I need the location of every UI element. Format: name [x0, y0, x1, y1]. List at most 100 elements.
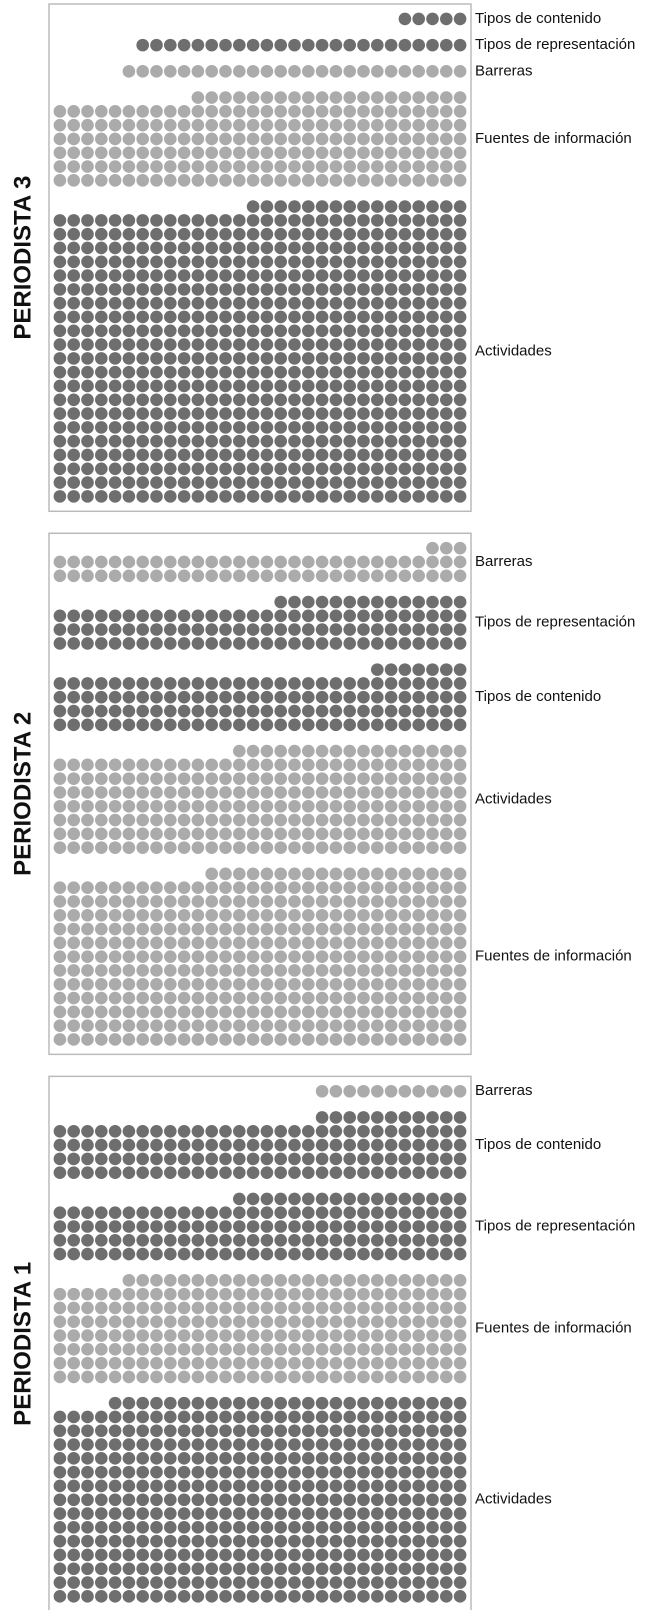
dot [398, 1220, 412, 1233]
dot [246, 977, 260, 991]
dot [315, 1521, 329, 1534]
dot [357, 160, 370, 173]
dot [426, 255, 439, 269]
dot [357, 758, 370, 772]
dot [371, 214, 384, 227]
dot [191, 609, 205, 623]
dot [95, 1247, 108, 1261]
dot [122, 421, 136, 434]
dot [67, 310, 80, 324]
dot [274, 1301, 288, 1315]
dot [302, 623, 315, 636]
dot [219, 1562, 232, 1576]
dot [288, 569, 301, 583]
dot [164, 105, 177, 118]
dot [81, 160, 94, 173]
dot [177, 950, 191, 963]
dot [398, 462, 412, 476]
dot [398, 1234, 412, 1247]
dot [219, 908, 232, 922]
dot [164, 1287, 177, 1301]
dot [108, 174, 122, 187]
dot [288, 1590, 301, 1603]
dot [343, 1301, 357, 1315]
dot [246, 324, 260, 338]
dot [164, 786, 177, 799]
dot [219, 324, 232, 338]
dot [191, 1019, 205, 1032]
dot [219, 1124, 232, 1138]
dot [108, 1438, 122, 1451]
dot [315, 991, 329, 1005]
dot [398, 1493, 412, 1507]
dot [412, 690, 426, 704]
dot [177, 1166, 191, 1179]
dot [329, 118, 343, 132]
dot [274, 1220, 288, 1233]
dot [274, 936, 288, 950]
dot [219, 1465, 232, 1479]
dot [440, 160, 453, 173]
dot [329, 1220, 343, 1233]
dot [398, 132, 412, 146]
dot [412, 91, 426, 104]
dot [302, 200, 315, 213]
dot [440, 1576, 453, 1589]
dot [371, 623, 384, 636]
dot [302, 1033, 315, 1046]
dot [122, 241, 136, 255]
dot [219, 1329, 232, 1342]
dot [246, 895, 260, 908]
dot [81, 1315, 94, 1329]
dot [219, 950, 232, 963]
dot [191, 758, 205, 772]
dot [357, 1356, 370, 1370]
dot [315, 936, 329, 950]
dot [246, 65, 260, 78]
dot [260, 867, 274, 881]
dot [453, 1166, 467, 1179]
dot [67, 908, 80, 922]
dot [398, 704, 412, 718]
dot [426, 908, 439, 922]
dot [260, 146, 274, 160]
dot [302, 352, 315, 365]
dot [440, 1343, 453, 1356]
dot [108, 269, 122, 282]
dot [384, 841, 398, 854]
dot [260, 1534, 274, 1548]
dot [260, 1124, 274, 1138]
dot [164, 407, 177, 420]
dot [288, 160, 301, 173]
dot [219, 1247, 232, 1261]
dot [177, 1329, 191, 1342]
dot [150, 1005, 163, 1019]
dot [122, 407, 136, 420]
dot [136, 881, 149, 894]
dot [371, 407, 384, 420]
dot [315, 283, 329, 296]
dot [260, 1166, 274, 1179]
dot [371, 827, 384, 841]
dot [150, 1396, 163, 1410]
dot [384, 269, 398, 282]
dot [150, 1493, 163, 1507]
dot [412, 555, 426, 569]
dot [191, 160, 205, 173]
dot [329, 1343, 343, 1356]
dot [384, 1274, 398, 1287]
dot [233, 827, 246, 841]
dot [343, 324, 357, 338]
dot [108, 338, 122, 351]
dot [398, 1534, 412, 1548]
dot [274, 1465, 288, 1479]
dot [260, 841, 274, 854]
dot [108, 1396, 122, 1410]
dot [122, 476, 136, 489]
dot [371, 663, 384, 676]
dot [164, 1438, 177, 1451]
dot [440, 324, 453, 338]
dot [343, 1465, 357, 1479]
dot [233, 296, 246, 310]
dot [288, 1396, 301, 1410]
